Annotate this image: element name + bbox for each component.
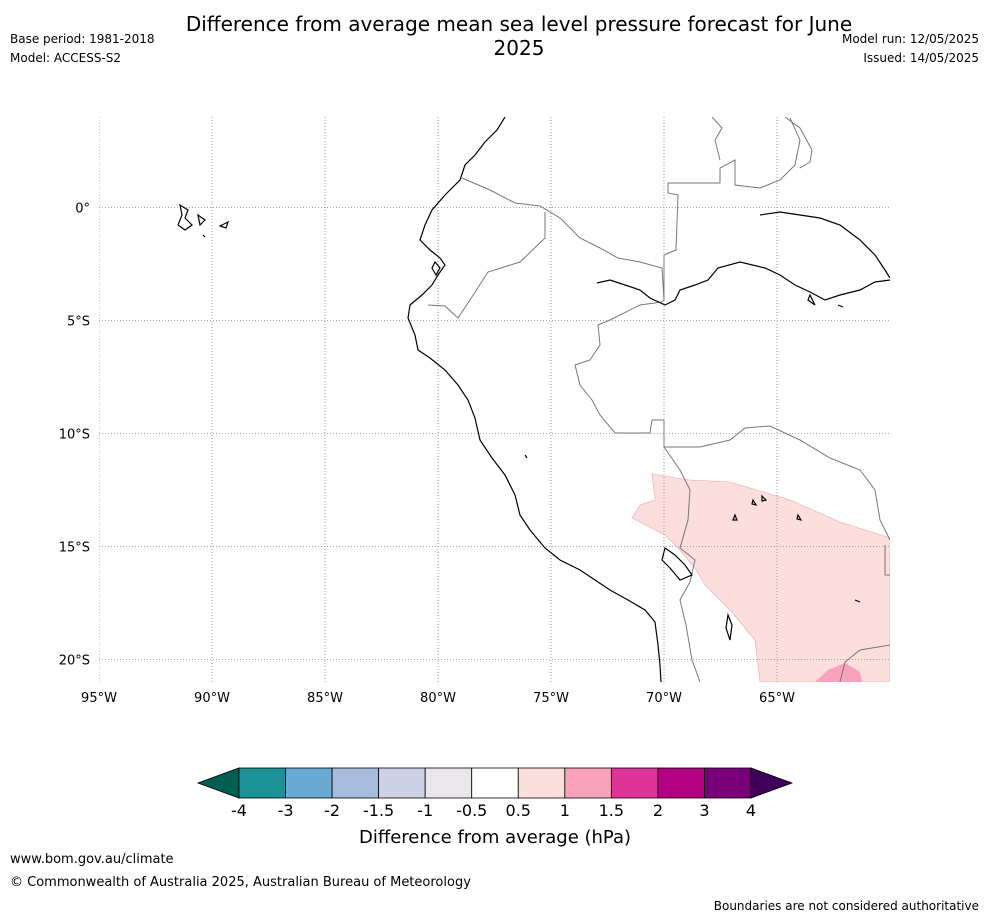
lon-tick-label: 75°W bbox=[533, 691, 569, 706]
map-area bbox=[99, 117, 890, 682]
lat-tick-label: 20°S bbox=[59, 653, 90, 668]
colorbar-extend-high bbox=[750, 767, 794, 799]
issued-text: Issued: 14/05/2025 bbox=[863, 51, 979, 65]
colorbar-swatch bbox=[704, 767, 752, 799]
lon-tick-label: 70°W bbox=[646, 691, 682, 706]
anomaly-region-0.5-1 bbox=[631, 473, 890, 682]
colorbar-tick-label: 1.5 bbox=[599, 801, 624, 820]
lon-tick-label: 85°W bbox=[307, 691, 343, 706]
lat-tick-label: 5°S bbox=[67, 314, 90, 329]
colorbar-swatch bbox=[331, 767, 380, 799]
colorbar-swatch bbox=[517, 767, 566, 799]
model-run-text: Model run: 12/05/2025 bbox=[841, 32, 979, 46]
colorbar-tick-label: -1 bbox=[417, 801, 433, 820]
colorbar-swatch bbox=[657, 767, 705, 799]
coastlines bbox=[177, 117, 890, 682]
lon-tick-label: 95°W bbox=[81, 691, 117, 706]
colorbar-swatch bbox=[424, 767, 473, 799]
colorbar-tick-label: 0.5 bbox=[506, 801, 531, 820]
lat-tick-label: 0° bbox=[75, 201, 90, 216]
model-text: Model: ACCESS-S2 bbox=[10, 51, 122, 65]
colorbar-swatch bbox=[285, 767, 333, 799]
lon-tick-label: 90°W bbox=[194, 691, 230, 706]
colorbar-tick-label: -1.5 bbox=[363, 801, 394, 820]
colorbar-tick-label: -0.5 bbox=[456, 801, 487, 820]
base-period-text: Base period: 1981-2018 bbox=[10, 32, 155, 46]
colorbar-swatch bbox=[378, 767, 426, 799]
lon-tick-label: 80°W bbox=[420, 691, 456, 706]
colorbar-tick-label: -2 bbox=[324, 801, 340, 820]
colorbar-extend-low bbox=[196, 767, 240, 799]
footer-copyright: © Commonwealth of Australia 2025, Austra… bbox=[10, 875, 471, 890]
colorbar-swatch bbox=[564, 767, 612, 799]
colorbar-tick-label: 4 bbox=[746, 801, 756, 820]
lat-tick-label: 15°S bbox=[59, 540, 90, 555]
latitude-labels: 0° 5°S 10°S 15°S 20°S bbox=[59, 201, 90, 668]
lat-tick-label: 10°S bbox=[59, 427, 90, 442]
colorbar-swatch bbox=[238, 767, 286, 799]
footer-url[interactable]: www.bom.gov.au/climate bbox=[10, 852, 174, 867]
longitude-labels: 95°W 90°W 85°W 80°W 75°W 70°W 65°W bbox=[81, 691, 795, 706]
footer-disclaimer: Boundaries are not considered authoritat… bbox=[713, 899, 979, 913]
colorbar-tick-label: 2 bbox=[653, 801, 663, 820]
page-title: Difference from average mean sea level p… bbox=[185, 12, 853, 60]
colorbar-swatch bbox=[471, 767, 519, 799]
anomaly-region-1-1.5 bbox=[815, 663, 862, 682]
colorbar-tick-label: -3 bbox=[278, 801, 294, 820]
country-borders bbox=[427, 117, 890, 682]
lon-tick-label: 65°W bbox=[759, 691, 795, 706]
colorbar-tick-label: 1 bbox=[560, 801, 570, 820]
colorbar-label: Difference from average (hPa) bbox=[359, 827, 631, 848]
colorbar-swatch bbox=[610, 767, 659, 799]
colorbar: -4 -3 -2 -1.5 -1 -0.5 0.5 1 1.5 2 3 4 Difference fro… bbox=[196, 767, 794, 848]
colorbar-tick-label: 3 bbox=[699, 801, 709, 820]
colorbar-tick-label: -4 bbox=[231, 801, 247, 820]
